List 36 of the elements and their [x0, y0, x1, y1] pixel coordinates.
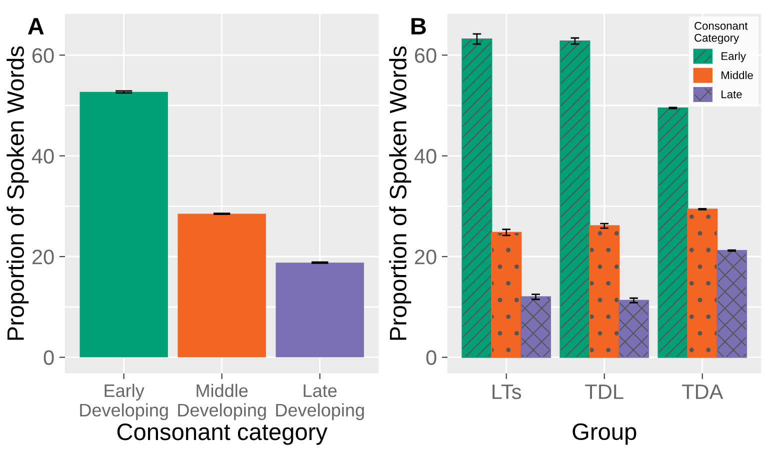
bar	[491, 232, 522, 358]
bar	[178, 214, 266, 358]
y-tick-label: 60	[414, 48, 436, 63]
y-tick-label: 40	[414, 148, 436, 164]
x-tick-label: LTs	[492, 384, 522, 400]
x-tick-label: Late Developing	[276, 384, 364, 420]
legend-label: Early	[722, 52, 746, 62]
x-axis-title: Group	[572, 423, 636, 445]
bar	[658, 107, 688, 358]
y-tick-label: 0	[44, 350, 54, 366]
legend-title: Consonant Category	[694, 22, 748, 44]
bar	[687, 208, 718, 358]
legend-label: Late	[722, 90, 742, 98]
bar	[520, 296, 551, 358]
bar	[462, 38, 492, 358]
bar	[80, 92, 168, 358]
x-tick-label: TDL	[585, 384, 624, 399]
bar	[560, 40, 590, 358]
y-tick-label: 60	[32, 48, 54, 63]
x-tick-label: TDA	[682, 384, 724, 399]
y-axis-title: Proportion of Spoken Words	[389, 46, 412, 340]
bar	[589, 225, 620, 358]
bar	[716, 250, 748, 358]
y-tick-label: 0	[426, 350, 436, 366]
chart-title: A	[28, 18, 44, 34]
legend-label: Middle	[722, 70, 753, 80]
chart-title: B	[411, 18, 426, 34]
bar	[276, 262, 364, 358]
bar	[618, 300, 650, 358]
y-axis-title: Proportion of Spoken Words	[6, 46, 29, 340]
y-tick-label: 20	[32, 250, 54, 264]
y-tick-label: 20	[414, 250, 436, 264]
x-axis-title: Consonant category	[117, 424, 328, 445]
x-tick-label: Early Developing	[80, 384, 168, 420]
y-tick-label: 40	[32, 148, 54, 164]
x-tick-label: Middle Developing	[178, 384, 266, 420]
